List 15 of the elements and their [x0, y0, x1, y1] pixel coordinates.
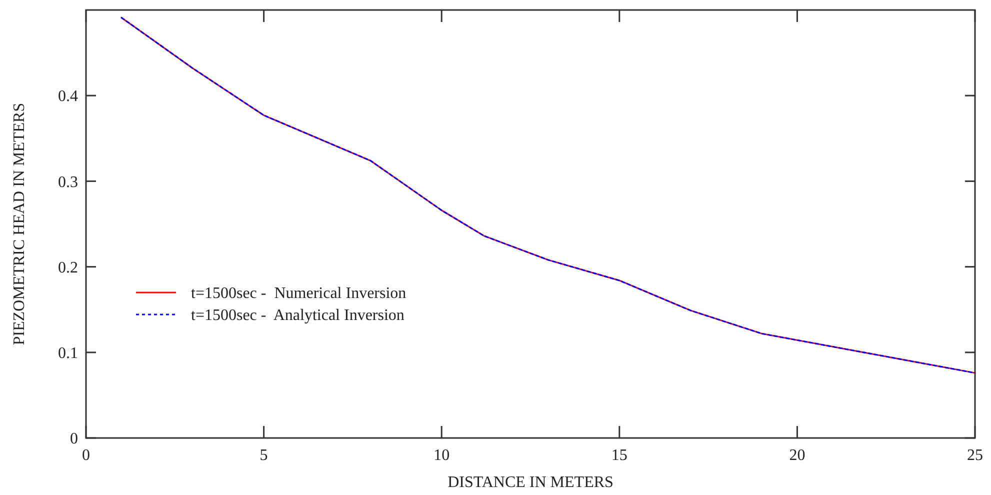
- y-tick-label: 0.1: [58, 345, 78, 362]
- x-tick-label: 25: [967, 447, 983, 464]
- legend-label: t=1500sec - Analytical Inversion: [191, 307, 404, 324]
- y-axis-title: PIEZOMETRIC HEAD IN METERS: [11, 102, 28, 346]
- x-axis-title: DISTANCE IN METERS: [448, 474, 614, 491]
- y-tick-label: 0: [70, 430, 78, 448]
- y-tick-label: 0.4: [58, 88, 78, 106]
- x-tick-label: 20: [789, 447, 806, 464]
- y-tick-label: 0.2: [58, 259, 78, 276]
- x-tick-label: 15: [611, 447, 628, 464]
- y-tick-label: 0.3: [58, 174, 78, 191]
- x-tick-label: 5: [260, 447, 268, 464]
- x-tick-label: 0: [82, 447, 90, 464]
- x-tick-label: 10: [434, 447, 450, 464]
- legend-label: t=1500sec - Numerical Inversion: [191, 285, 406, 302]
